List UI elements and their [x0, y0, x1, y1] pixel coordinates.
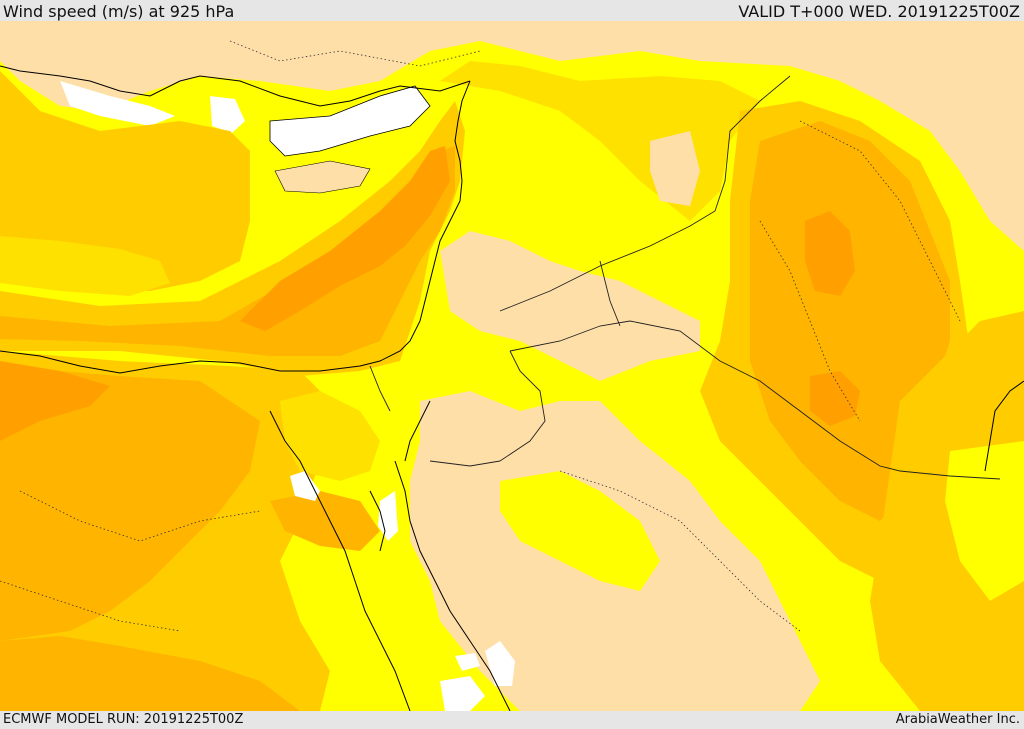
footer-bar: ECMWF MODEL RUN: 20191225T00Z ArabiaWeat… — [0, 711, 1024, 729]
coastline-gulf-of-aqaba — [404, 400, 431, 462]
coastline-gulf-of-suez — [369, 490, 386, 552]
border-egypt-israel — [429, 460, 501, 467]
masked-land-gulf-of-suez — [378, 491, 398, 541]
masked-land-rhodes — [210, 96, 245, 133]
wind-band-orange-iraq-north — [805, 211, 855, 296]
coastline-mediterranean-south — [0, 80, 471, 374]
wind-band-gold-gulf-east — [870, 311, 1024, 711]
calm-region-cyprus-south — [274, 160, 371, 194]
internal-boundary-turkey — [229, 40, 481, 67]
coastline-persian-gulf — [984, 380, 1024, 472]
wind-band-yellow-gulf — [945, 441, 1024, 601]
internal-boundary-iraq — [759, 220, 861, 422]
wind-band-light-orange-sinai — [270, 491, 380, 551]
map-canvas — [0, 21, 1024, 711]
calm-region-north — [0, 21, 1024, 251]
masked-land-red-sea-islet — [455, 653, 480, 671]
political-borders — [369, 75, 1001, 480]
coastline-red-sea-west — [269, 410, 411, 711]
calm-region-jordan — [440, 231, 700, 381]
border-saudi-jordan-vertical — [599, 260, 621, 327]
wind-band-orange-egypt — [0, 361, 110, 441]
internal-boundary-north-africa — [0, 580, 181, 632]
wind-band-orange-iraq-south — [810, 371, 860, 426]
border-egypt-sudan — [369, 365, 391, 412]
wind-band-orange-east — [240, 146, 450, 331]
wind-band-yellow-saudi-inner — [500, 471, 660, 591]
calm-region-syria — [650, 131, 700, 206]
wind-band-light-orange-east — [0, 146, 455, 356]
coastline-turkey-south — [0, 65, 471, 107]
internal-boundary-iran — [799, 120, 961, 322]
border-jordan-west — [499, 350, 546, 462]
credit-label: ArabiaWeather Inc. — [895, 712, 1020, 727]
header-bar: Wind speed (m/s) at 925 hPa VALID T+000 … — [0, 0, 1024, 21]
masked-land-cyprus — [269, 85, 431, 157]
map-title: Wind speed (m/s) at 925 hPa — [3, 2, 235, 21]
internal-boundary-egypt — [19, 490, 261, 542]
wind-band-light-orange-egypt — [0, 366, 260, 641]
model-run-label: ECMWF MODEL RUN: 20191225T00Z — [3, 712, 244, 727]
masked-land-lake — [485, 641, 515, 686]
coastlines — [0, 65, 1024, 711]
wind-speed-map[interactable] — [0, 21, 1024, 711]
valid-time: VALID T+000 WED. 20191225T00Z — [738, 2, 1020, 21]
coastline-red-sea-east — [394, 460, 511, 711]
internal-boundaries — [0, 40, 961, 632]
wind-band-gold-west — [0, 71, 250, 291]
wind-band-light-orange-south-egypt — [0, 636, 300, 711]
internal-boundary-saudi — [559, 470, 801, 632]
border-jordan-saudi — [509, 320, 1001, 480]
masked-land-red-sea-north — [290, 471, 320, 501]
masked-land-red-sea-south — [440, 676, 485, 711]
border-syria-iraq — [499, 75, 791, 312]
wind-band-yellow-west — [0, 236, 170, 296]
wind-band-yellow-nile — [280, 391, 380, 481]
masked-land-aegean — [60, 81, 175, 126]
